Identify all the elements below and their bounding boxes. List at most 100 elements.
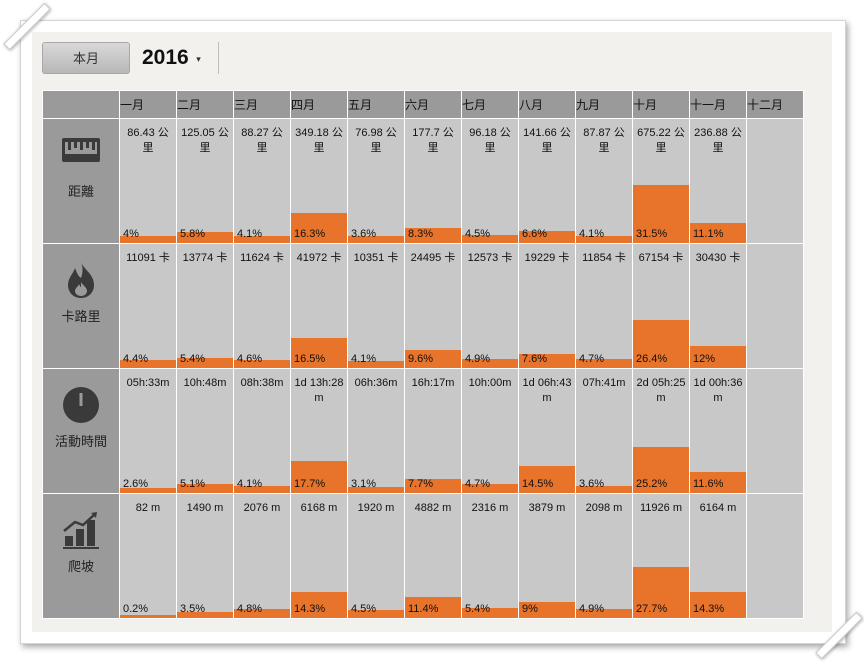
stat-value: 6164 m [699, 502, 737, 514]
share-bar [633, 320, 689, 368]
stat-value: 6168 m [300, 502, 338, 514]
share-percent: 11.6% [693, 478, 724, 490]
share-bar [576, 359, 632, 368]
share-bar [177, 484, 233, 493]
stat-cell: 6164 m 14.3% [689, 493, 747, 619]
stat-cell [746, 368, 804, 494]
share-percent: 4.7% [579, 353, 605, 365]
stat-cell: 87.87 公里 4.1% [575, 118, 633, 244]
stat-value: 05h:33m [126, 377, 170, 389]
share-bar [291, 213, 347, 243]
share-bar [120, 615, 176, 618]
share-percent: 7.6% [522, 353, 548, 365]
stat-value: 11926 m [640, 502, 682, 514]
stat-value: 11091 卡 [126, 252, 170, 264]
share-percent: 4.6% [237, 353, 263, 365]
share-bar [348, 361, 404, 368]
stat-value: 1d 06h:43m [522, 377, 572, 404]
stat-cell: 3879 m 9% [518, 493, 576, 619]
share-percent: 14.3% [294, 603, 326, 615]
stat-value: 86.43 公里 [127, 127, 169, 154]
share-percent: 5.8% [180, 228, 206, 240]
share-percent: 3.5% [180, 603, 206, 615]
row-label: 活動時間 [54, 434, 107, 449]
stat-cell: 76.98 公里 3.6% [347, 118, 405, 244]
share-percent: 25.2% [636, 478, 668, 490]
share-bar [291, 592, 347, 618]
share-bar [576, 486, 632, 493]
stat-cell [746, 118, 804, 244]
stat-value: 141.66 公里 [523, 127, 571, 154]
stat-value: 177.7 公里 [412, 127, 454, 154]
share-percent: 9.6% [408, 353, 434, 365]
stat-cell: 236.88 公里 11.1% [689, 118, 747, 244]
row-label: 卡路里 [61, 309, 101, 324]
share-percent: 16.5% [294, 353, 326, 365]
stat-cell: 86.43 公里 4% [119, 118, 177, 244]
share-bar [519, 602, 575, 618]
share-percent: 4.1% [579, 228, 605, 240]
share-percent: 5.4% [180, 353, 206, 365]
calories-row-header: 卡路里 [42, 243, 120, 369]
share-bar [348, 487, 404, 493]
share-bar [576, 236, 632, 243]
share-percent: 6.6% [522, 228, 548, 240]
stat-value: 07h:41m [582, 377, 626, 389]
share-bar [120, 488, 176, 493]
stat-value: 10351 卡 [353, 252, 399, 264]
share-percent: 4% [123, 228, 139, 240]
share-percent: 4.5% [465, 228, 491, 240]
share-percent: 16.3% [294, 228, 326, 240]
share-percent: 4.8% [237, 603, 263, 615]
stat-cell: 82 m 0.2% [119, 493, 177, 619]
clock-icon [43, 385, 119, 423]
stat-cell: 24495 卡 9.6% [404, 243, 462, 369]
stat-cell: 6168 m 14.3% [290, 493, 348, 619]
share-bar [234, 236, 290, 243]
stat-value: 1d 13h:28m [294, 377, 344, 404]
month-header: 三月 [233, 90, 291, 119]
month-header: 十一月 [689, 90, 747, 119]
stat-value: 2098 m [585, 502, 623, 514]
share-percent: 11.1% [693, 228, 724, 240]
share-bar [120, 360, 176, 368]
stat-value: 24495 卡 [410, 252, 456, 264]
stat-value: 675.22 公里 [637, 127, 685, 154]
month-header: 一月 [119, 90, 177, 119]
this-month-button[interactable]: 本月 [42, 42, 130, 74]
share-bar [462, 235, 518, 243]
ruler-icon [43, 135, 119, 171]
month-header: 六月 [404, 90, 462, 119]
share-percent: 3.6% [351, 228, 377, 240]
stat-cell: 12573 卡 4.9% [461, 243, 519, 369]
share-percent: 5.4% [465, 603, 491, 615]
toolbar: 本月 2016 ▾ [42, 40, 822, 76]
stat-cell: 96.18 公里 4.5% [461, 118, 519, 244]
monthly-stats-table: 一月 二月 三月 四月 五月 六月 七月 八月 九月 十月 十一月 十二月 距離 86.43 公里 4% 1… [42, 90, 804, 619]
header-corner [42, 90, 120, 119]
share-percent: 12% [693, 353, 716, 365]
share-bar [177, 232, 233, 243]
share-bar [234, 486, 290, 493]
distance-row-header: 距離 [42, 118, 120, 244]
share-bar [234, 609, 290, 618]
climb-row-header: 爬坡 [42, 493, 120, 619]
share-percent: 31.5% [636, 228, 668, 240]
month-header: 十二月 [746, 90, 804, 119]
flame-icon [43, 260, 119, 298]
share-bar [519, 466, 575, 493]
share-percent: 0.2% [123, 603, 149, 615]
month-header: 四月 [290, 90, 348, 119]
stat-cell: 11624 卡 4.6% [233, 243, 291, 369]
stat-cell: 2098 m 4.9% [575, 493, 633, 619]
stat-cell [746, 243, 804, 369]
share-bar [690, 346, 746, 368]
share-percent: 7.7% [408, 478, 434, 490]
row-label: 爬坡 [67, 559, 94, 574]
stat-cell: 675.22 公里 31.5% [632, 118, 690, 244]
share-percent: 4.9% [579, 603, 605, 615]
share-percent: 27.7% [636, 603, 668, 615]
stat-cell: 05h:33m 2.6% [119, 368, 177, 494]
year-select[interactable]: 2016 ▾ [142, 40, 207, 76]
stat-cell: 10h:00m 4.7% [461, 368, 519, 494]
